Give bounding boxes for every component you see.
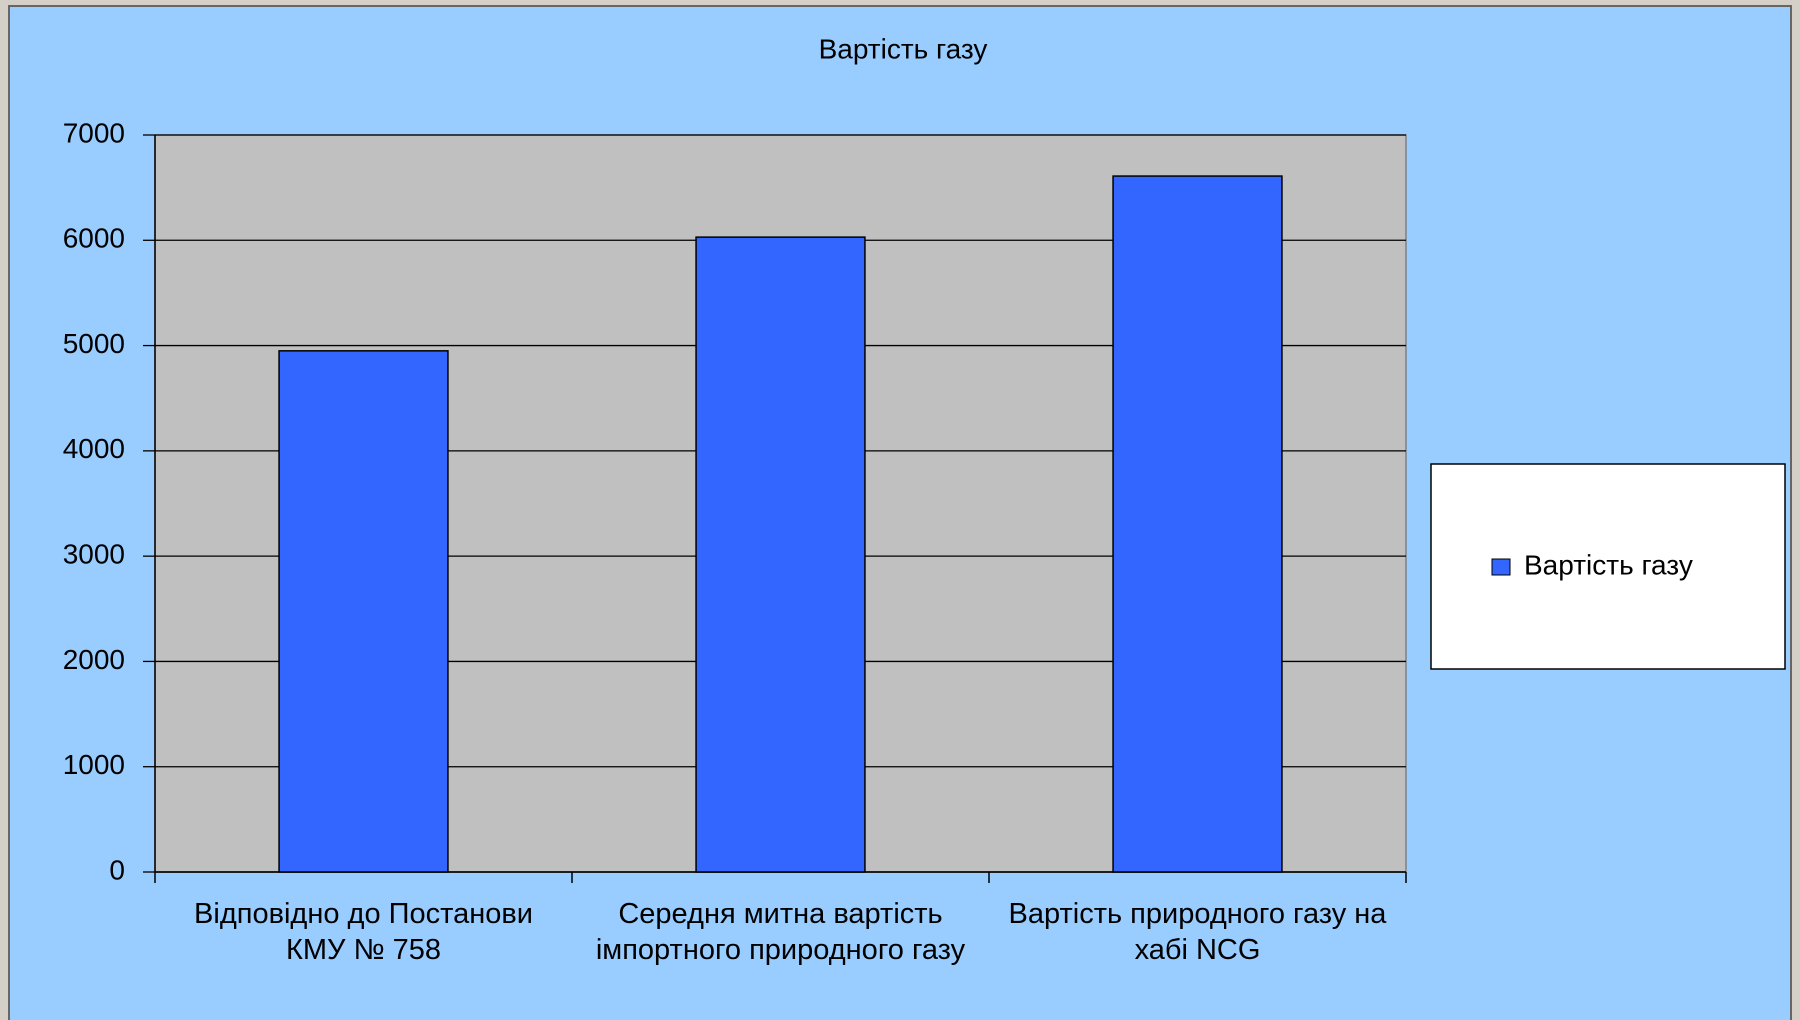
y-tick-label: 1000 [63, 749, 125, 780]
y-tick-label: 2000 [63, 644, 125, 675]
x-tick-label: Середня митна вартість імпортного природ… [595, 898, 966, 966]
x-tick-label: Відповідно до Постанови КМУ № 758 [194, 898, 533, 966]
y-tick-label: 4000 [63, 433, 125, 464]
y-tick-label: 3000 [63, 539, 125, 570]
y-tick-label: 6000 [63, 223, 125, 254]
legend-swatch [1491, 558, 1511, 576]
bar [695, 236, 866, 873]
x-tick-label: Вартість природного газу на хабі NCG [1008, 898, 1387, 966]
y-tick-label: 5000 [63, 328, 125, 359]
legend-label: Вартість газу [1524, 549, 1693, 580]
bar [1112, 175, 1283, 873]
y-tick-label: 7000 [63, 117, 125, 148]
y-tick-label: 0 [109, 854, 125, 885]
chart-title: Вартість газу [819, 33, 988, 64]
bar [278, 350, 449, 873]
legend-box [1430, 463, 1786, 670]
